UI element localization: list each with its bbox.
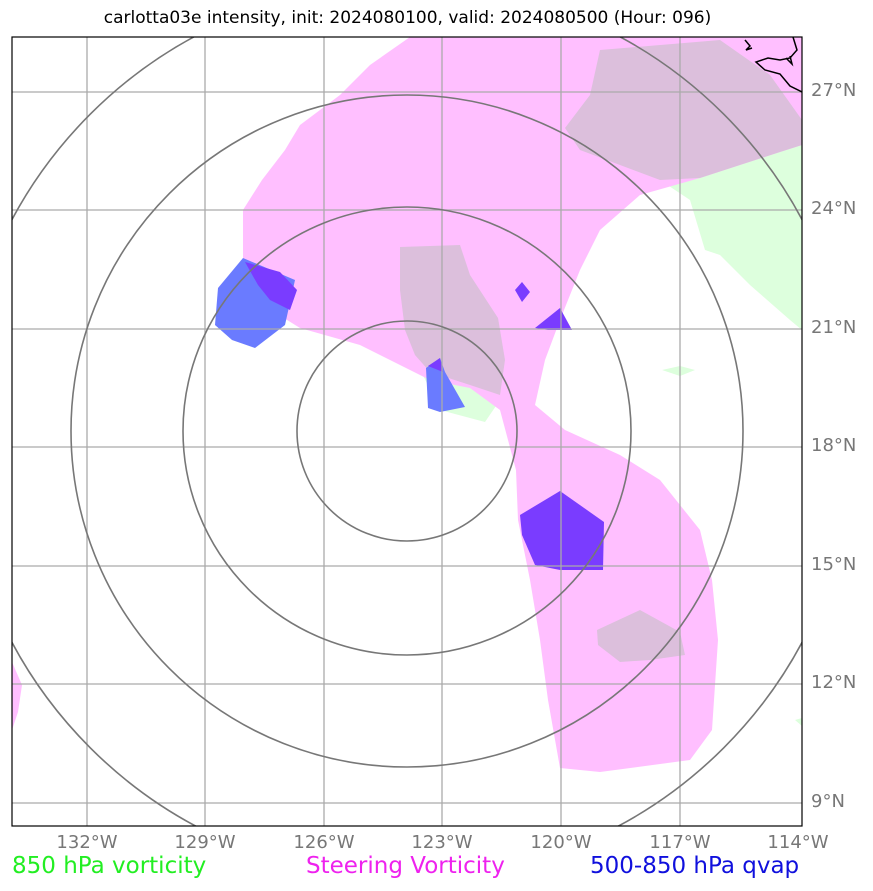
lat-tick-24n: 24°N <box>811 198 857 219</box>
lon-tick-120w: 120°W <box>530 832 592 853</box>
plot-frame <box>11 36 803 827</box>
lon-tick-117w: 117°W <box>649 832 711 853</box>
map-title: carlotta03e intensity, init: 2024080100,… <box>103 8 712 28</box>
legend-steering-vorticity: Steering Vorticity <box>306 853 505 879</box>
coastline <box>744 37 802 93</box>
lat-tick-18n: 18°N <box>811 435 857 456</box>
lat-tick-9n: 9°N <box>811 791 845 812</box>
lat-tick-12n: 12°N <box>811 672 857 693</box>
lat-tick-21n: 21°N <box>811 317 857 338</box>
lat-tick-27n: 27°N <box>811 80 857 101</box>
lon-tick-123w: 123°W <box>411 832 473 853</box>
qvap-field <box>215 258 604 570</box>
lon-tick-129w: 129°W <box>174 832 236 853</box>
lat-tick-15n: 15°N <box>811 554 857 575</box>
range-rings <box>12 37 802 826</box>
legend-850-vorticity: 850 hPa vorticity <box>12 853 207 879</box>
steering-vorticity-field <box>12 37 802 772</box>
lon-tick-126w: 126°W <box>293 832 355 853</box>
legend-qvap: 500-850 hPa qvap <box>590 853 800 879</box>
lon-tick-132w: 132°W <box>56 832 118 853</box>
lon-tick-114w: 114°W <box>767 832 829 853</box>
grid-lines <box>12 37 802 826</box>
